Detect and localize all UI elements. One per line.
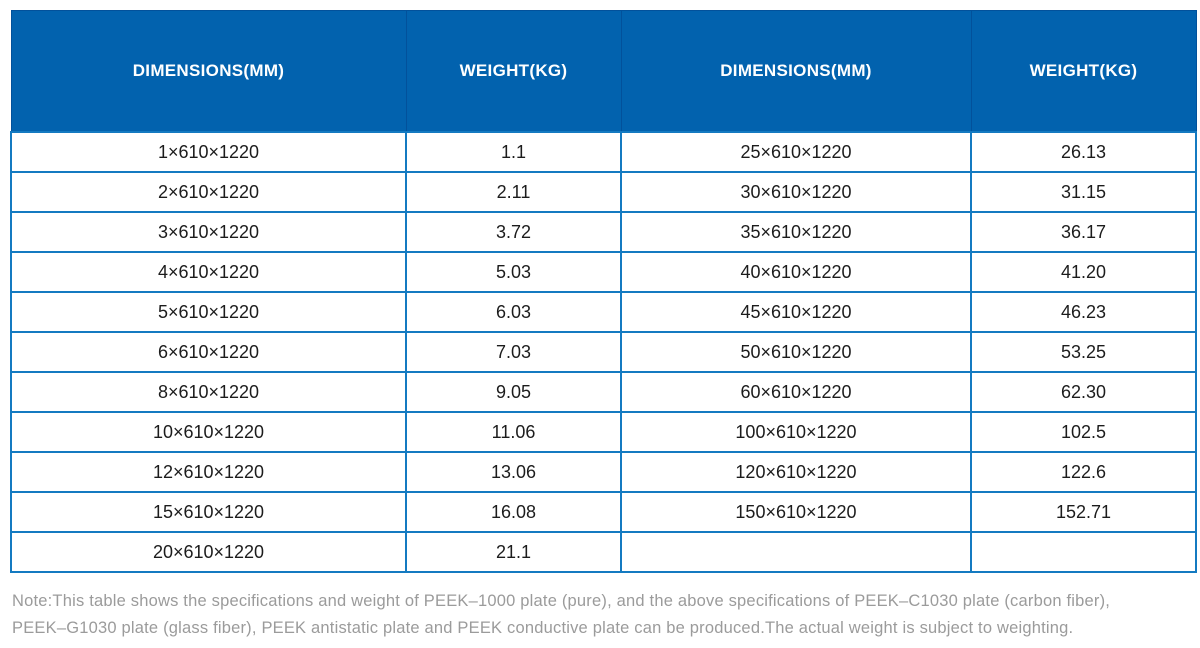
table-row: 10×610×1220 11.06 100×610×1220 102.5 (10, 411, 1197, 453)
weight-cell: 31.15 (970, 171, 1197, 213)
table-row: 5×610×1220 6.03 45×610×1220 46.23 (10, 291, 1197, 333)
footnote: Note:This table shows the specifications… (12, 588, 1193, 642)
spec-table: DIMENSIONS(MM) WEIGHT(KG) DIMENSIONS(MM)… (10, 10, 1197, 573)
table-row: 20×610×1220 21.1 (10, 531, 1197, 573)
dimensions-cell: 25×610×1220 (620, 131, 972, 173)
col-header-dimensions-left: DIMENSIONS(MM) (10, 10, 407, 133)
weight-cell: 41.20 (970, 251, 1197, 293)
table-row: 4×610×1220 5.03 40×610×1220 41.20 (10, 251, 1197, 293)
dimensions-cell: 12×610×1220 (10, 451, 407, 493)
dimensions-cell: 4×610×1220 (10, 251, 407, 293)
table-row: 12×610×1220 13.06 120×610×1220 122.6 (10, 451, 1197, 493)
weight-cell: 122.6 (970, 451, 1197, 493)
dimensions-cell: 150×610×1220 (620, 491, 972, 533)
weight-cell: 16.08 (405, 491, 622, 533)
dimensions-cell: 10×610×1220 (10, 411, 407, 453)
weight-cell: 102.5 (970, 411, 1197, 453)
table-row: 2×610×1220 2.11 30×610×1220 31.15 (10, 171, 1197, 213)
dimensions-cell: 3×610×1220 (10, 211, 407, 253)
col-header-weight-left: WEIGHT(KG) (405, 10, 622, 133)
dimensions-cell: 120×610×1220 (620, 451, 972, 493)
dimensions-cell: 1×610×1220 (10, 131, 407, 173)
weight-cell: 2.11 (405, 171, 622, 213)
weight-cell: 152.71 (970, 491, 1197, 533)
weight-cell: 6.03 (405, 291, 622, 333)
weight-cell: 1.1 (405, 131, 622, 173)
table-row: 6×610×1220 7.03 50×610×1220 53.25 (10, 331, 1197, 373)
dimensions-cell: 60×610×1220 (620, 371, 972, 413)
table-row: 1×610×1220 1.1 25×610×1220 26.13 (10, 131, 1197, 173)
weight-cell: 46.23 (970, 291, 1197, 333)
dimensions-cell: 6×610×1220 (10, 331, 407, 373)
dimensions-cell: 50×610×1220 (620, 331, 972, 373)
dimensions-cell: 20×610×1220 (10, 531, 407, 573)
dimensions-cell: 15×610×1220 (10, 491, 407, 533)
weight-cell: 9.05 (405, 371, 622, 413)
dimensions-cell: 2×610×1220 (10, 171, 407, 213)
table-header-row: DIMENSIONS(MM) WEIGHT(KG) DIMENSIONS(MM)… (10, 10, 1197, 133)
footnote-line-2: PEEK–G1030 plate (glass fiber), PEEK ant… (12, 619, 1074, 637)
table-row: 8×610×1220 9.05 60×610×1220 62.30 (10, 371, 1197, 413)
dimensions-cell: 30×610×1220 (620, 171, 972, 213)
dimensions-cell: 35×610×1220 (620, 211, 972, 253)
weight-cell: 11.06 (405, 411, 622, 453)
weight-cell: 5.03 (405, 251, 622, 293)
dimensions-cell: 5×610×1220 (10, 291, 407, 333)
dimensions-cell: 40×610×1220 (620, 251, 972, 293)
dimensions-cell: 45×610×1220 (620, 291, 972, 333)
footnote-line-1: Note:This table shows the specifications… (12, 592, 1111, 610)
weight-cell: 13.06 (405, 451, 622, 493)
weight-cell: 53.25 (970, 331, 1197, 373)
weight-cell: 7.03 (405, 331, 622, 373)
dimensions-cell: 8×610×1220 (10, 371, 407, 413)
weight-cell: 62.30 (970, 371, 1197, 413)
weight-cell: 26.13 (970, 131, 1197, 173)
dimensions-cell-empty (620, 531, 972, 573)
weight-cell: 21.1 (405, 531, 622, 573)
weight-cell-empty (970, 531, 1197, 573)
weight-cell: 3.72 (405, 211, 622, 253)
col-header-weight-right: WEIGHT(KG) (970, 10, 1197, 133)
weight-cell: 36.17 (970, 211, 1197, 253)
dimensions-cell: 100×610×1220 (620, 411, 972, 453)
table-row: 15×610×1220 16.08 150×610×1220 152.71 (10, 491, 1197, 533)
table-row: 3×610×1220 3.72 35×610×1220 36.17 (10, 211, 1197, 253)
col-header-dimensions-right: DIMENSIONS(MM) (620, 10, 972, 133)
